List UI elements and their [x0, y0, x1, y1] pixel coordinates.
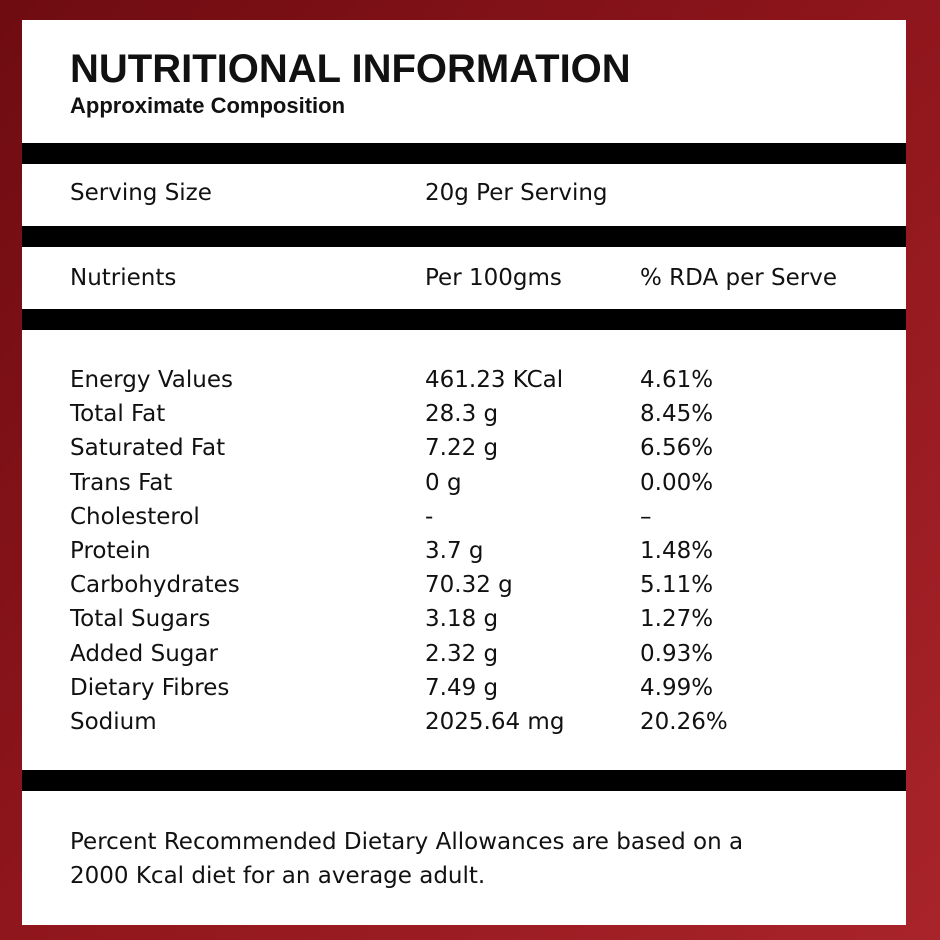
nutrient-value: 2025.64 mg: [425, 709, 565, 735]
footnote-line: 2000 Kcal diet for an average adult.: [70, 863, 486, 889]
nutrient-value: 3.18 g: [425, 606, 499, 633]
nutrient-value: 0 g: [425, 469, 462, 496]
nutrient-value: 6.56%: [640, 435, 714, 462]
nutrient-name: Energy Values: [70, 367, 233, 393]
nutrient-value: 1.48%: [640, 538, 714, 564]
title: NUTRITIONAL INFORMATION: [70, 47, 631, 91]
nutrient-value: -: [425, 503, 434, 530]
divider: [22, 143, 906, 164]
nutrient-name: Trans Fat: [70, 469, 173, 496]
nutrient-value: 0.00%: [640, 469, 714, 496]
nutrient-value: 20.26%: [640, 709, 728, 735]
footnote-line: Percent Recommended Dietary Allowances a…: [70, 829, 744, 855]
nutrient-name: Saturated Fat: [70, 435, 226, 462]
nutrient-value: 70.32 g: [425, 572, 513, 599]
nutrient-value: 7.22 g: [425, 435, 499, 462]
nutrient-value: 28.3 g: [425, 401, 499, 428]
nutrient-name: Total Fat: [70, 401, 166, 428]
subtitle: Approximate Composition: [70, 93, 346, 118]
nutrient-value: 5.11%: [640, 572, 714, 599]
column-header: Per 100gms: [425, 265, 562, 291]
serving-label: Serving Size: [70, 180, 212, 206]
nutrient-value: 8.45%: [640, 401, 714, 428]
divider: [22, 309, 906, 330]
nutrient-value: 4.99%: [640, 674, 714, 701]
nutrient-value: 0.93%: [640, 640, 714, 667]
divider: [22, 226, 906, 247]
nutrient-value: 3.7 g: [425, 538, 484, 564]
nutrient-name: Total Sugars: [70, 606, 211, 633]
nutrient-name: Protein: [70, 538, 151, 564]
nutrient-name: Sodium: [70, 709, 157, 735]
serving-value: 20g Per Serving: [425, 180, 608, 206]
nutrient-value: –: [640, 503, 652, 530]
nutrient-name: Cholesterol: [70, 503, 200, 530]
nutrition-panel: NUTRITIONAL INFORMATION Approximate Comp…: [22, 20, 906, 925]
nutrient-value: 4.61%: [640, 367, 714, 393]
nutrient-name: Added Sugar: [70, 640, 218, 667]
nutrient-value: 2.32 g: [425, 640, 499, 667]
nutrient-value: 1.27%: [640, 606, 714, 633]
column-header: Nutrients: [70, 265, 177, 291]
divider: [22, 770, 906, 791]
column-header: % RDA per Serve: [640, 265, 837, 291]
nutrient-name: Carbohydrates: [70, 572, 240, 599]
nutrient-value: 7.49 g: [425, 674, 499, 701]
nutrient-name: Dietary Fibres: [70, 674, 230, 701]
nutrient-value: 461.23 KCal: [425, 367, 564, 393]
